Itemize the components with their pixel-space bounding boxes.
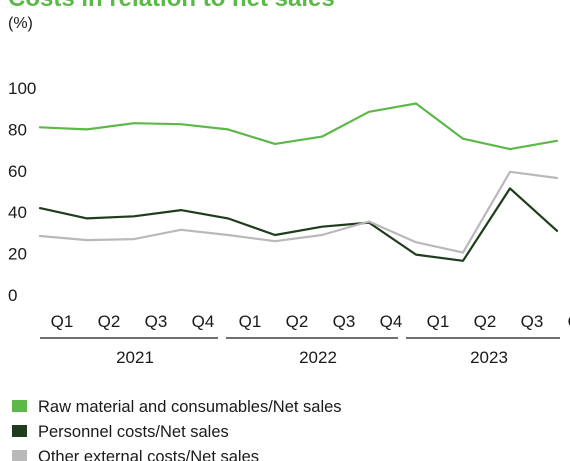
chart-title: Costs in relation to net sales [8,0,335,12]
legend-label: Other external costs/Net sales [38,448,259,461]
series-line [38,170,559,254]
x-tick-label: Q2 [474,312,497,331]
legend-label: Personnel costs/Net sales [38,423,229,441]
x-tick-label: Q3 [333,312,356,331]
series-line [38,187,559,262]
x-tick-label: Q1 [239,312,262,331]
x-tick-labels: Q1 Q2 Q3 Q4 Q1 Q2 Q3 Q4 Q1 Q2 Q3 Q4 [51,312,570,331]
y-tick-labels: 0 20 40 60 80 100 [8,79,36,305]
x-tick-label: Q4 [192,312,215,331]
y-tick-label: 20 [8,245,27,264]
y-tick-label: 80 [8,120,27,139]
plot-area [38,102,559,262]
x-tick-label: Q1 [427,312,450,331]
y-tick-label: 40 [8,203,27,222]
legend-swatch [12,400,27,412]
x-tick-label: Q1 [51,312,74,331]
series-line [38,102,559,151]
year-group-label: 2023 [470,348,508,367]
x-tick-label: Q4 [380,312,403,331]
legend-label: Raw material and consumables/Net sales [38,398,342,416]
year-groups: 2021 2022 2023 [40,337,560,367]
legend-swatch [12,425,27,437]
legend-swatch [12,450,27,461]
y-tick-label: 60 [8,162,27,181]
x-tick-label: Q2 [286,312,309,331]
year-group-label: 2022 [299,348,337,367]
y-tick-label: 100 [8,79,36,98]
y-tick-label: 0 [8,286,17,305]
legend: Raw material and consumables/Net sales Pe… [12,398,342,461]
x-tick-label: Q3 [145,312,168,331]
y-axis-unit: (%) [8,15,33,32]
year-group-label: 2021 [116,348,154,367]
x-tick-label: Q2 [98,312,121,331]
x-tick-label: Q4 [568,312,570,331]
x-tick-label: Q3 [521,312,544,331]
